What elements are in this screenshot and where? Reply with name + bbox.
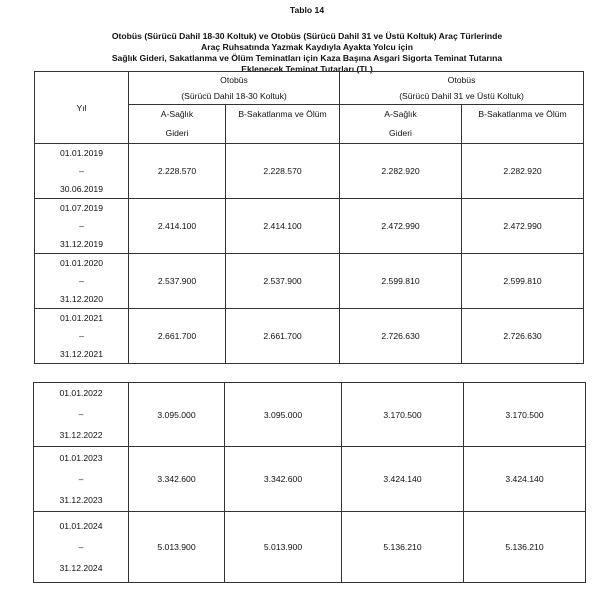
heading-line: Sağlık Gideri, Sakatlanma ve Ölüm Temina… xyxy=(111,53,503,63)
period-end: 30.06.2019 xyxy=(59,184,103,194)
amount-disability-death-31-plus: 2.726.630 xyxy=(461,308,585,364)
amount-disability-death-31-plus: 3.170.500 xyxy=(463,382,586,447)
amount-health-18-30: 3.342.600 xyxy=(128,446,225,512)
period-end: 31.12.2021 xyxy=(59,349,103,359)
table-row: 01.01.2024–31.12.2024 5.013.900 5.013.900 5… xyxy=(33,511,586,583)
amount-health-31-plus: 5.136.210 xyxy=(341,511,464,583)
table-row: 01.01.2019–30.06.2019 2.228.570 2.228.570 2… xyxy=(34,143,585,199)
amount-health-31-plus: 3.424.140 xyxy=(341,446,464,512)
amount-health-31-plus: 3.170.500 xyxy=(341,382,464,447)
period-cell: 01.01.2021 – 31.12.2021 xyxy=(34,308,129,364)
period-end: 31.12.2019 xyxy=(59,239,103,249)
heading-line: Otobüs (Sürücü Dahil 18-30 Koltuk) ve Ot… xyxy=(111,31,503,41)
amount-disability-death-31-plus: 2.282.920 xyxy=(461,143,585,199)
amount-disability-death-18-30: 2.228.570 xyxy=(224,143,341,199)
table-heading: Otobüs (Sürücü Dahil 18-30 Koltuk) ve Ot… xyxy=(0,31,614,75)
period-start: 01.01.2019 xyxy=(59,148,103,158)
coverage-table-part-2: 01.01.2022–31.12.2022 3.095.000 3.095.000 3… xyxy=(33,382,586,583)
period-dash: – xyxy=(79,166,84,176)
group-title: Otobüs xyxy=(220,75,248,85)
period-start: 01.01.2023 xyxy=(59,452,103,463)
table-row: 01.01.2020–31.12.2020 2.537.900 2.537.900 2… xyxy=(34,253,585,309)
period-dash: – xyxy=(79,221,84,231)
col-header-b: B-Sakatlanma ve Ölüm xyxy=(224,104,341,144)
amount-disability-death-18-30: 3.095.000 xyxy=(224,382,342,447)
amount-health-31-plus: 2.472.990 xyxy=(339,198,463,254)
period-start: 01.07.2019 xyxy=(59,203,103,213)
period-cell: 01.01.2022 – 31.12.2022 xyxy=(33,382,129,447)
group-header-31-plus: Otobüs (Sürücü Dahil 31 ve Üstü Koltuk) xyxy=(339,71,585,105)
period-start: 01.01.2021 xyxy=(59,313,103,323)
table-label: Tablo 14 xyxy=(289,5,325,15)
period-start: 01.01.2022 xyxy=(59,388,103,398)
amount-disability-death-18-30: 2.661.700 xyxy=(224,308,341,364)
period-start: 01.01.2024 xyxy=(59,520,103,531)
period-end: 31.12.2023 xyxy=(59,494,103,505)
group-title: Otobüs xyxy=(447,75,476,85)
period-cell: 01.07.2019 – 31.12.2019 xyxy=(34,198,129,254)
period-cell: 01.01.2024 – 31.12.2024 xyxy=(33,511,129,583)
period-cell: 01.01.2019 – 30.06.2019 xyxy=(34,143,129,199)
amount-health-31-plus: 2.282.920 xyxy=(339,143,463,199)
amount-disability-death-31-plus: 2.599.810 xyxy=(461,253,585,309)
amount-health-18-30: 2.537.900 xyxy=(128,253,226,309)
amount-disability-death-18-30: 3.342.600 xyxy=(224,446,342,512)
col-a-line: A-Sağlık xyxy=(160,109,194,119)
period-end: 31.12.2022 xyxy=(59,430,103,440)
col-header-a: A-Sağlık Gideri xyxy=(339,104,463,144)
amount-health-18-30: 2.414.100 xyxy=(128,198,226,254)
table-row: 01.01.2023–31.12.2023 3.342.600 3.342.600 3… xyxy=(33,446,586,512)
table-row: 01.01.2021–31.12.2021 2.661.700 2.661.700 2… xyxy=(34,308,585,364)
period-end: 31.12.2020 xyxy=(59,294,103,304)
period-cell: 01.01.2023 – 31.12.2023 xyxy=(33,446,129,512)
table-row: 01.01.2022–31.12.2022 3.095.000 3.095.000 3… xyxy=(33,382,586,447)
amount-disability-death-18-30: 5.013.900 xyxy=(224,511,342,583)
amount-health-31-plus: 2.726.630 xyxy=(339,308,463,364)
period-start: 01.01.2020 xyxy=(59,258,103,268)
col-a-line: A-Sağlık xyxy=(384,109,417,119)
period-cell: 01.01.2020 – 31.12.2020 xyxy=(34,253,129,309)
amount-disability-death-18-30: 2.414.100 xyxy=(224,198,341,254)
amount-health-18-30: 2.661.700 xyxy=(128,308,226,364)
period-dash: – xyxy=(79,331,84,341)
amount-health-18-30: 2.228.570 xyxy=(128,143,226,199)
amount-disability-death-31-plus: 3.424.140 xyxy=(463,446,586,512)
group-header-18-30: Otobüs (Sürücü Dahil 18-30 Koltuk) xyxy=(127,71,341,105)
group-subtitle: (Sürücü Dahil 18-30 Koltuk) xyxy=(181,91,287,101)
group-subtitle: (Sürücü Dahil 31 ve Üstü Koltuk) xyxy=(399,91,524,101)
col-a-line: Gideri xyxy=(389,128,412,138)
amount-health-18-30: 3.095.000 xyxy=(128,382,225,447)
period-end: 31.12.2024 xyxy=(59,562,103,573)
amount-health-18-30: 5.013.900 xyxy=(128,511,225,583)
period-dash: – xyxy=(78,473,84,484)
amount-health-31-plus: 2.599.810 xyxy=(339,253,463,309)
year-header: Yıl xyxy=(34,71,129,144)
period-dash: – xyxy=(78,541,84,552)
coverage-table-part-1: Yıl Otobüs (Sürücü Dahil 18-30 Koltuk) O… xyxy=(34,71,585,364)
heading-line: Eklenecek Teminat Tutarları (TL) xyxy=(241,64,373,74)
col-header-a: A-Sağlık Gideri xyxy=(128,104,226,144)
amount-disability-death-31-plus: 5.136.210 xyxy=(463,511,586,583)
table-row: 01.07.2019–31.12.2019 2.414.100 2.414.100 2… xyxy=(34,198,585,254)
col-header-b: B-Sakatlanma ve Ölüm xyxy=(461,104,585,144)
period-dash: – xyxy=(79,276,84,286)
col-a-line: Gideri xyxy=(165,128,189,138)
amount-disability-death-18-30: 2.537.900 xyxy=(224,253,341,309)
amount-disability-death-31-plus: 2.472.990 xyxy=(461,198,585,254)
period-dash: – xyxy=(78,409,84,419)
heading-line: Araç Ruhsatında Yazmak Kaydıyla Ayakta Y… xyxy=(201,42,413,52)
